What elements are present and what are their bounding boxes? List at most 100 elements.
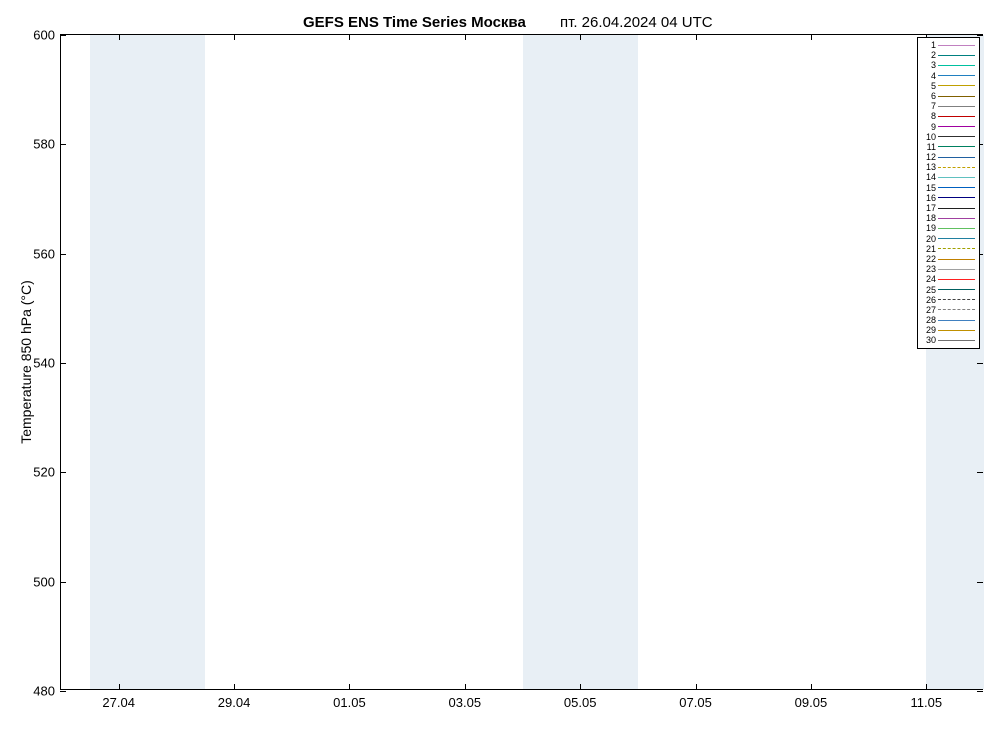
legend-item-line [938, 208, 975, 209]
x-tick-label: 05.05 [564, 695, 597, 710]
legend-item-line [938, 309, 975, 310]
legend-item-number: 13 [922, 162, 936, 172]
legend-item: 20 [922, 234, 975, 244]
legend-item: 2 [922, 50, 975, 60]
y-axis-label: Temperature 850 hPa (°C) [18, 280, 34, 444]
x-tick-mark [811, 34, 812, 40]
x-tick-label: 09.05 [795, 695, 828, 710]
legend-item-line [938, 157, 975, 158]
legend-item-number: 10 [922, 132, 936, 142]
legend-item: 7 [922, 101, 975, 111]
legend-item-number: 1 [922, 40, 936, 50]
legend-item: 26 [922, 295, 975, 305]
legend-item-line [938, 248, 975, 249]
y-tick-label: 580 [33, 137, 55, 152]
legend-item-line [938, 146, 975, 147]
legend-item-line [938, 228, 975, 229]
x-tick-mark [580, 34, 581, 40]
plot-area: 48050052054056058060027.0429.0401.0503.0… [60, 34, 983, 690]
legend-item-number: 23 [922, 264, 936, 274]
legend-item-line [938, 106, 975, 107]
legend-item: 6 [922, 91, 975, 101]
legend-item-line [938, 136, 975, 137]
legend-item: 1 [922, 40, 975, 50]
x-tick-label: 03.05 [449, 695, 482, 710]
x-tick-mark [811, 684, 812, 690]
legend-item-line [938, 269, 975, 270]
legend-item: 30 [922, 335, 975, 345]
y-tick-mark [977, 35, 983, 36]
legend-item: 13 [922, 162, 975, 172]
x-tick-mark [696, 684, 697, 690]
chart-title-left: GEFS ENS Time Series Москва [303, 14, 526, 31]
legend-item-number: 18 [922, 213, 936, 223]
legend-item-line [938, 299, 975, 300]
y-tick-label: 600 [33, 28, 55, 43]
y-tick-label: 540 [33, 356, 55, 371]
y-tick-label: 500 [33, 574, 55, 589]
legend-item-line [938, 259, 975, 260]
legend-item-line [938, 126, 975, 127]
legend-item-number: 25 [922, 285, 936, 295]
legend-item-number: 16 [922, 193, 936, 203]
x-tick-label: 01.05 [333, 695, 366, 710]
legend-item-number: 30 [922, 335, 936, 345]
legend-item-number: 27 [922, 305, 936, 315]
legend-item: 24 [922, 274, 975, 284]
legend-item-line [938, 65, 975, 66]
legend-item-line [938, 238, 975, 239]
legend-item-line [938, 320, 975, 321]
legend-item-number: 22 [922, 254, 936, 264]
legend-item-line [938, 96, 975, 97]
legend-item: 21 [922, 244, 975, 254]
legend-item: 17 [922, 203, 975, 213]
legend-item: 5 [922, 81, 975, 91]
legend-item-number: 12 [922, 152, 936, 162]
legend-item-number: 19 [922, 223, 936, 233]
legend-item: 22 [922, 254, 975, 264]
legend-item-line [938, 187, 975, 188]
y-tick-mark [60, 582, 66, 583]
legend-item-number: 7 [922, 101, 936, 111]
legend-item-line [938, 218, 975, 219]
legend-item-line [938, 330, 975, 331]
y-tick-mark [977, 363, 983, 364]
legend-item: 8 [922, 111, 975, 121]
x-tick-mark [580, 684, 581, 690]
legend-item-number: 3 [922, 60, 936, 70]
x-tick-mark [234, 34, 235, 40]
weekend-shade [523, 35, 638, 689]
legend-item-number: 28 [922, 315, 936, 325]
legend-item: 19 [922, 223, 975, 233]
y-tick-mark [60, 144, 66, 145]
x-tick-label: 27.04 [102, 695, 135, 710]
weekend-shade [90, 35, 205, 689]
x-tick-mark [349, 684, 350, 690]
y-tick-mark [60, 363, 66, 364]
legend-item: 15 [922, 183, 975, 193]
legend-item-line [938, 85, 975, 86]
x-tick-mark [349, 34, 350, 40]
x-tick-mark [465, 34, 466, 40]
legend-item-number: 4 [922, 71, 936, 81]
legend-item-number: 14 [922, 172, 936, 182]
legend-item-number: 21 [922, 244, 936, 254]
x-tick-mark [119, 684, 120, 690]
legend-item: 27 [922, 305, 975, 315]
legend-item-line [938, 289, 975, 290]
legend-item-number: 8 [922, 111, 936, 121]
legend: 1234567891011121314151617181920212223242… [917, 37, 980, 349]
legend-item-number: 2 [922, 50, 936, 60]
legend-item-number: 24 [922, 274, 936, 284]
x-tick-mark [234, 684, 235, 690]
y-tick-mark [977, 691, 983, 692]
legend-item-number: 17 [922, 203, 936, 213]
legend-item-line [938, 177, 975, 178]
x-tick-label: 07.05 [679, 695, 712, 710]
legend-item: 18 [922, 213, 975, 223]
x-tick-label: 29.04 [218, 695, 251, 710]
legend-item: 23 [922, 264, 975, 274]
legend-item: 14 [922, 172, 975, 182]
legend-item-number: 11 [922, 142, 936, 152]
x-tick-mark [119, 34, 120, 40]
